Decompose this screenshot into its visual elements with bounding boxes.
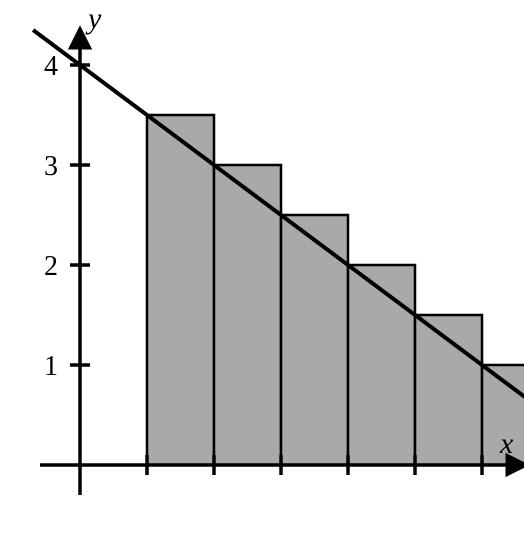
bar: [348, 265, 415, 465]
y-tick-label: 1: [44, 351, 58, 382]
bar: [281, 215, 348, 465]
bar: [214, 165, 281, 465]
y-tick-label: 4: [44, 51, 58, 82]
x-axis-label: x: [499, 427, 514, 460]
y-tick-label: 3: [44, 151, 58, 182]
chart-svg: 1 2 3 4y x: [0, 0, 524, 539]
bar: [147, 115, 214, 465]
y-tick-label: 2: [44, 251, 58, 282]
riemann-chart: 1 2 3 4y x: [0, 0, 524, 539]
bar: [415, 315, 482, 465]
y-axis-label: y: [85, 2, 102, 35]
